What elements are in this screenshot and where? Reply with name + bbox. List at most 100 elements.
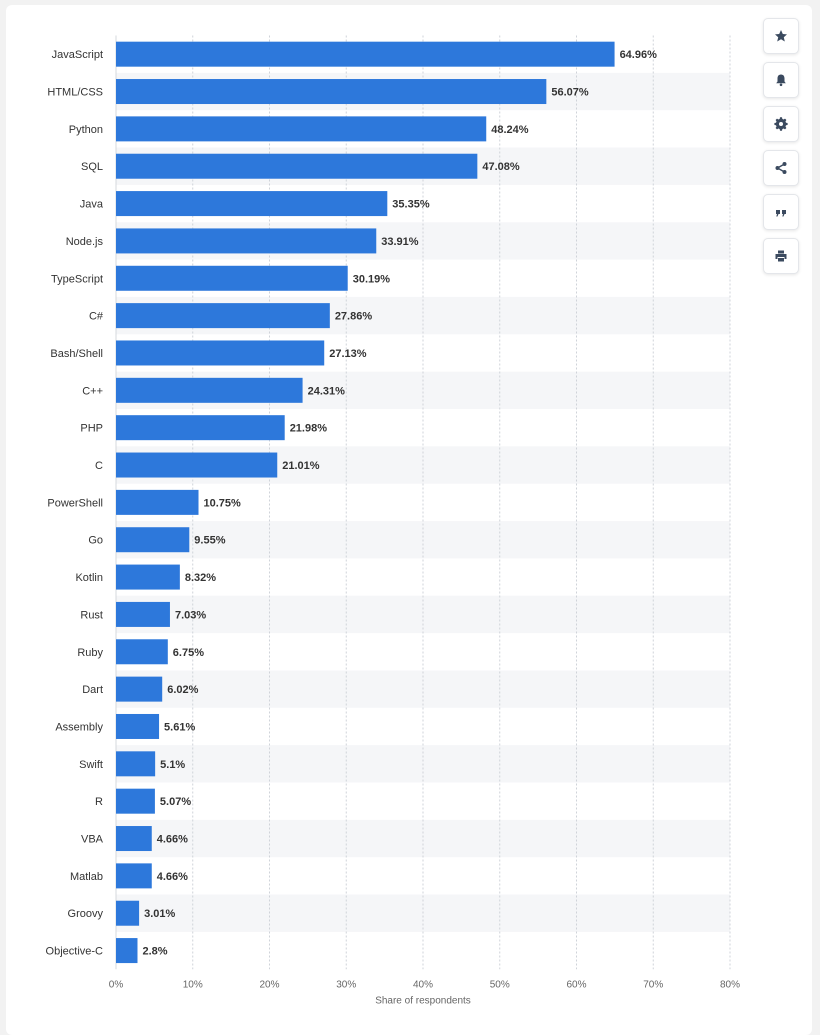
x-axis-ticks: 0% 10% 20% 30% 40% 50% 60% 70% 80% [109, 979, 740, 990]
x-tick-label: 50% [490, 979, 510, 990]
category-label: Ruby [77, 647, 103, 659]
value-label: 56.07% [551, 87, 589, 99]
bar[interactable] [116, 79, 547, 105]
x-tick-label: 0% [109, 979, 124, 990]
value-label: 48.24% [491, 124, 529, 136]
bars [116, 41, 615, 964]
value-label: 6.75% [173, 647, 204, 659]
bar[interactable] [116, 713, 160, 739]
bar-chart: JavaScript HTML/CSS Python SQL Java Node.js Ty… [46, 35, 740, 1006]
category-label: Groovy [68, 908, 104, 920]
value-label: 4.66% [157, 871, 188, 883]
share-icon [775, 162, 787, 174]
value-label: 8.32% [185, 572, 216, 584]
value-label: 35.35% [392, 199, 430, 211]
value-label: 4.66% [157, 834, 188, 846]
bar[interactable] [116, 826, 152, 852]
value-label: 5.07% [160, 796, 191, 808]
bar[interactable] [116, 265, 348, 291]
print-button[interactable] [763, 238, 799, 274]
value-label: 47.08% [482, 161, 520, 173]
bar[interactable] [116, 788, 155, 814]
share-button[interactable] [763, 150, 799, 186]
x-tick-label: 20% [259, 979, 279, 990]
bar[interactable] [116, 564, 180, 590]
bar[interactable] [116, 863, 152, 889]
bar[interactable] [116, 116, 487, 142]
value-label: 5.61% [164, 721, 195, 733]
value-label: 6.02% [167, 684, 198, 696]
category-label: HTML/CSS [47, 87, 103, 99]
cite-button[interactable] [763, 194, 799, 230]
star-icon [775, 30, 787, 42]
category-label: Objective-C [46, 946, 104, 958]
category-label: Swift [79, 759, 103, 771]
row-band [116, 819, 730, 858]
bar[interactable] [116, 527, 190, 553]
category-label: Dart [82, 684, 103, 696]
category-label: SQL [81, 161, 103, 173]
bar[interactable] [116, 452, 278, 478]
bar[interactable] [116, 228, 377, 254]
row-band [116, 595, 730, 634]
value-label: 2.8% [142, 946, 167, 958]
chart-toolbar [763, 18, 799, 282]
value-label: 7.03% [175, 609, 206, 621]
category-label: Bash/Shell [50, 348, 103, 360]
favorite-button[interactable] [763, 18, 799, 54]
category-label: C# [89, 311, 104, 323]
bar[interactable] [116, 938, 138, 964]
bar[interactable] [116, 601, 170, 627]
quote-icon [776, 210, 786, 217]
category-label: Java [80, 199, 104, 211]
print-icon [775, 250, 787, 262]
bar[interactable] [116, 639, 168, 665]
category-label: Assembly [55, 721, 103, 733]
settings-button[interactable] [763, 106, 799, 142]
bar[interactable] [116, 377, 303, 403]
category-label: PHP [80, 423, 103, 435]
bar[interactable] [116, 191, 388, 217]
bar[interactable] [116, 41, 615, 67]
bar[interactable] [116, 303, 330, 329]
value-label: 24.31% [308, 385, 346, 397]
value-labels: 64.96% 56.07% 48.24% 47.08% 35.35% 33.91% 30.1… [142, 49, 657, 957]
category-label: Kotlin [75, 572, 103, 584]
category-label: Node.js [66, 236, 104, 248]
value-label: 21.01% [282, 460, 320, 472]
notification-button[interactable] [763, 62, 799, 98]
category-label: Matlab [70, 871, 103, 883]
bar[interactable] [116, 751, 156, 777]
value-label: 27.13% [329, 348, 367, 360]
category-label: VBA [81, 834, 104, 846]
value-label: 33.91% [381, 236, 419, 248]
category-labels: JavaScript HTML/CSS Python SQL Java Node.js Ty… [46, 49, 104, 957]
x-tick-label: 70% [643, 979, 663, 990]
category-label: PowerShell [47, 497, 103, 509]
x-tick-label: 40% [413, 979, 433, 990]
bar[interactable] [116, 153, 478, 179]
bell-icon [776, 74, 786, 87]
category-label: R [95, 796, 103, 808]
bar[interactable] [116, 489, 199, 515]
value-label: 30.19% [353, 273, 391, 285]
x-tick-label: 60% [566, 979, 586, 990]
category-label: TypeScript [51, 273, 103, 285]
value-label: 5.1% [160, 759, 185, 771]
value-label: 21.98% [290, 423, 328, 435]
x-tick-label: 80% [720, 979, 740, 990]
value-label: 27.86% [335, 311, 373, 323]
value-label: 64.96% [620, 49, 658, 61]
bar[interactable] [116, 676, 163, 702]
bar[interactable] [116, 340, 325, 366]
bar[interactable] [116, 415, 285, 441]
gear-icon [774, 117, 788, 131]
value-label: 10.75% [204, 497, 242, 509]
x-tick-label: 10% [183, 979, 203, 990]
category-label: Rust [80, 609, 103, 621]
value-label: 3.01% [144, 908, 175, 920]
category-label: C [95, 460, 103, 472]
bar[interactable] [116, 900, 140, 926]
category-label: Python [69, 124, 103, 136]
value-label: 9.55% [194, 535, 225, 547]
